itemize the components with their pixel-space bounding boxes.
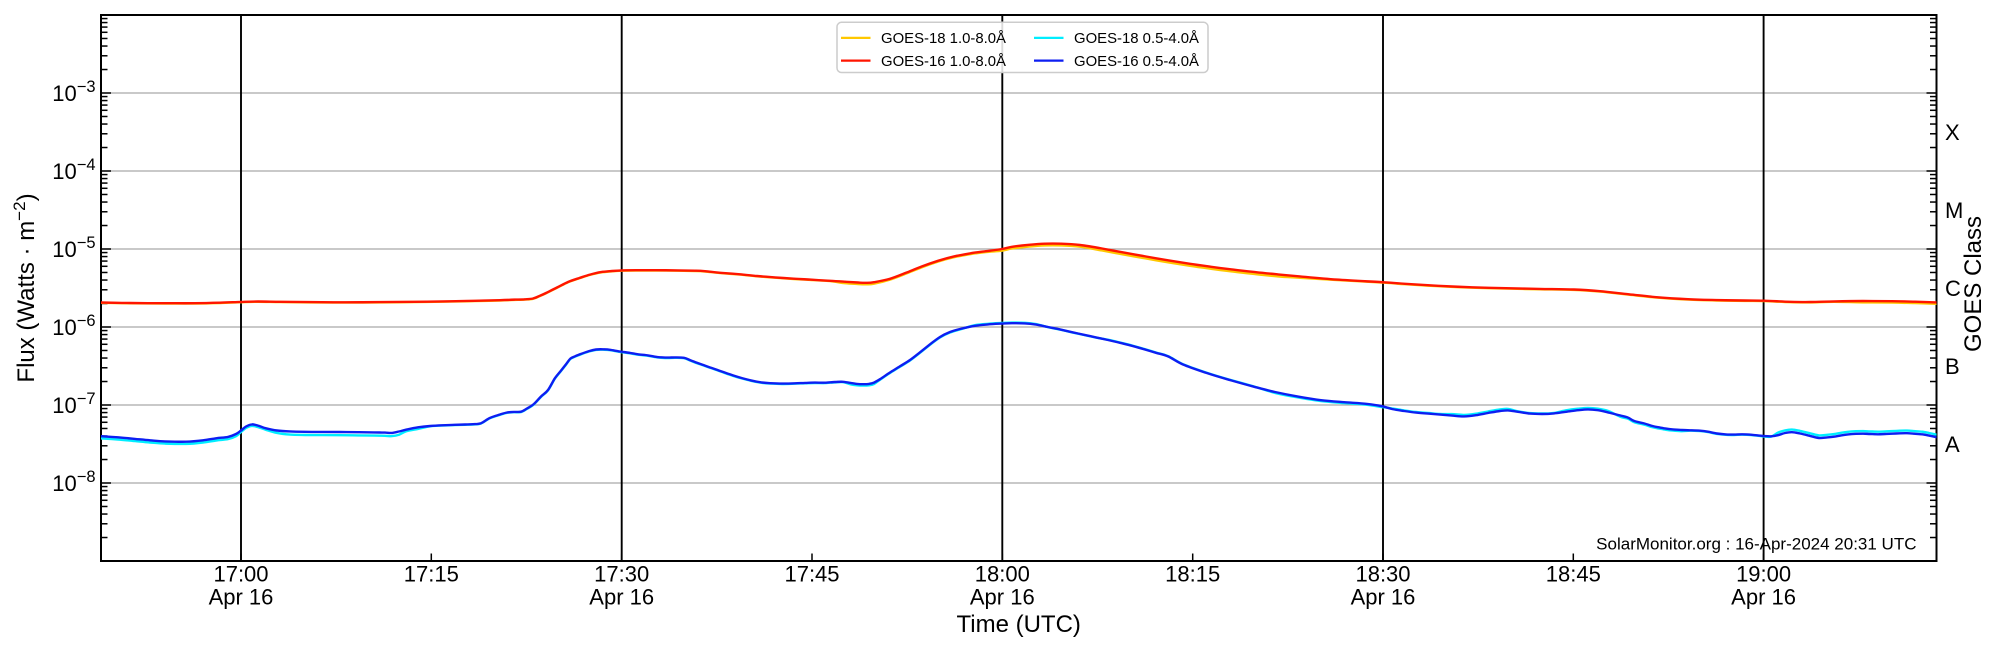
svg-text:Apr 16: Apr 16: [1731, 585, 1796, 610]
svg-text:18:45: 18:45: [1546, 562, 1601, 587]
svg-text:Time (UTC): Time (UTC): [956, 611, 1080, 638]
svg-text:A: A: [1945, 432, 1960, 457]
svg-text:M: M: [1945, 198, 1963, 223]
svg-text:10−4: 10−4: [52, 156, 95, 184]
svg-text:Apr 16: Apr 16: [589, 585, 654, 610]
svg-text:17:45: 17:45: [784, 562, 839, 587]
svg-text:19:00: 19:00: [1736, 562, 1791, 587]
svg-text:17:15: 17:15: [404, 562, 459, 587]
svg-text:18:30: 18:30: [1355, 562, 1410, 587]
svg-text:GOES-16 0.5-4.0Å: GOES-16 0.5-4.0Å: [1074, 53, 1199, 70]
svg-text:GOES-18 0.5-4.0Å: GOES-18 0.5-4.0Å: [1074, 30, 1199, 47]
svg-text:Flux (Watts · m−2): Flux (Watts · m−2): [10, 193, 40, 382]
svg-text:SolarMonitor.org : 16-Apr-2024: SolarMonitor.org : 16-Apr-2024 20:31 UTC: [1596, 535, 1916, 554]
svg-text:10−5: 10−5: [52, 234, 95, 262]
svg-text:10−7: 10−7: [52, 390, 95, 418]
svg-text:10−3: 10−3: [52, 78, 95, 106]
svg-text:GOES-16 1.0-8.0Å: GOES-16 1.0-8.0Å: [881, 53, 1006, 70]
svg-text:Apr 16: Apr 16: [970, 585, 1035, 610]
svg-text:18:15: 18:15: [1165, 562, 1220, 587]
svg-text:B: B: [1945, 354, 1960, 379]
svg-text:GOES Class: GOES Class: [1960, 216, 1987, 352]
svg-text:17:00: 17:00: [213, 562, 268, 587]
svg-text:X: X: [1945, 120, 1960, 145]
svg-text:17:30: 17:30: [594, 562, 649, 587]
svg-text:Apr 16: Apr 16: [1351, 585, 1416, 610]
svg-text:10−8: 10−8: [52, 468, 95, 496]
svg-text:18:00: 18:00: [975, 562, 1030, 587]
svg-text:C: C: [1945, 276, 1961, 301]
svg-text:GOES-18 1.0-8.0Å: GOES-18 1.0-8.0Å: [881, 30, 1006, 47]
svg-text:10−6: 10−6: [52, 312, 95, 340]
svg-text:Apr 16: Apr 16: [209, 585, 274, 610]
